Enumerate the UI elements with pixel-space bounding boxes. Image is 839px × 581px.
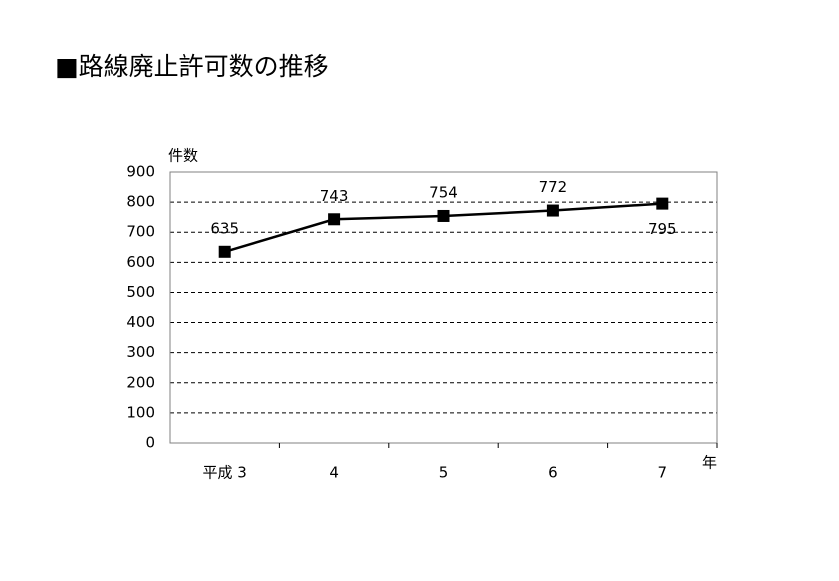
marker bbox=[656, 197, 669, 210]
y-tick-label: 800 bbox=[126, 193, 155, 211]
y-tick-label: 900 bbox=[126, 163, 155, 181]
x-tick-label: 6 bbox=[548, 464, 558, 482]
x-tick-label: 4 bbox=[329, 464, 339, 482]
data-label: 772 bbox=[539, 178, 568, 196]
y-tick-label: 400 bbox=[126, 313, 155, 331]
y-tick-label: 500 bbox=[126, 283, 155, 301]
chart-title: ■路線廃止許可数の推移 bbox=[55, 52, 329, 81]
y-tick-label: 600 bbox=[126, 253, 155, 271]
marker bbox=[218, 245, 231, 258]
data-label: 795 bbox=[648, 220, 677, 238]
marker bbox=[437, 209, 450, 222]
x-axis-label: 年 bbox=[702, 454, 717, 472]
data-label: 743 bbox=[320, 187, 349, 205]
plot-frame bbox=[169, 171, 718, 444]
marker bbox=[546, 204, 559, 217]
y-tick-label: 300 bbox=[126, 343, 155, 361]
x-tick-label: 7 bbox=[658, 464, 668, 482]
y-tick-label: 700 bbox=[126, 223, 155, 241]
marker bbox=[328, 213, 341, 226]
y-tick-label: 200 bbox=[126, 373, 155, 391]
x-tick-label: 5 bbox=[439, 464, 449, 482]
x-tick-label: 平成 3 bbox=[203, 464, 247, 482]
data-label: 754 bbox=[429, 183, 458, 201]
data-label: 635 bbox=[210, 219, 239, 237]
y-tick-label: 0 bbox=[145, 434, 155, 452]
y-axis-label: 件数 bbox=[168, 147, 198, 165]
y-tick-label: 100 bbox=[126, 403, 155, 421]
